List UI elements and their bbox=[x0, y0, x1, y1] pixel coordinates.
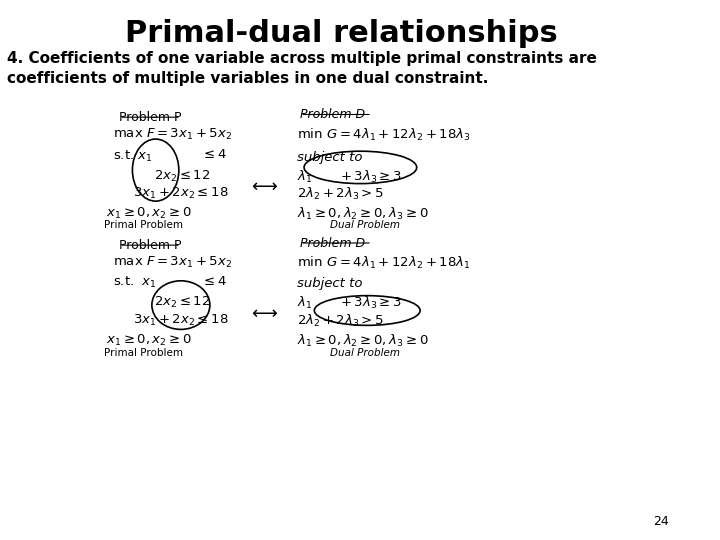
Text: $\lambda_1 \qquad + 3\lambda_3 \geq 3$: $\lambda_1 \qquad + 3\lambda_3 \geq 3$ bbox=[297, 295, 402, 312]
Text: max $F = 3x_1 + 5x_2$: max $F = 3x_1 + 5x_2$ bbox=[112, 255, 232, 270]
Text: subject to: subject to bbox=[297, 151, 362, 164]
Text: 4. Coefficients of one variable across multiple primal constraints are
coefficie: 4. Coefficients of one variable across m… bbox=[6, 51, 597, 86]
Text: $2\lambda_2 + 2\lambda_3 > 5$: $2\lambda_2 + 2\lambda_3 > 5$ bbox=[297, 186, 384, 202]
Text: Problem P: Problem P bbox=[120, 111, 182, 124]
Text: $3x_1 + 2x_2 \leq 18$: $3x_1 + 2x_2 \leq 18$ bbox=[133, 313, 229, 328]
Text: min $G = 4\lambda_1 + 12\lambda_2 + 18\lambda_3$: min $G = 4\lambda_1 + 12\lambda_2 + 18\l… bbox=[297, 127, 470, 143]
Text: $\longleftrightarrow$: $\longleftrightarrow$ bbox=[248, 177, 278, 195]
Text: Problem D: Problem D bbox=[300, 108, 366, 121]
Text: $\leq 4$: $\leq 4$ bbox=[202, 148, 228, 161]
Text: Primal Problem: Primal Problem bbox=[104, 348, 183, 359]
Text: $\lambda_1 \geq 0, \lambda_2 \geq 0, \lambda_3 \geq 0$: $\lambda_1 \geq 0, \lambda_2 \geq 0, \la… bbox=[297, 206, 428, 222]
Text: Problem D: Problem D bbox=[300, 237, 366, 249]
Text: $2x_2 \leq 12$: $2x_2 \leq 12$ bbox=[153, 168, 210, 184]
Text: $\longleftrightarrow$: $\longleftrightarrow$ bbox=[248, 304, 278, 322]
Text: Problem P: Problem P bbox=[120, 239, 182, 252]
Text: s.t.  $x_1$: s.t. $x_1$ bbox=[112, 275, 156, 291]
Text: max $F = 3x_1 + 5x_2$: max $F = 3x_1 + 5x_2$ bbox=[112, 127, 232, 142]
Text: s.t. $x_1$: s.t. $x_1$ bbox=[112, 148, 152, 164]
Text: subject to: subject to bbox=[297, 277, 362, 290]
Text: min $G = 4\lambda_1 + 12\lambda_2 + 18\lambda_1$: min $G = 4\lambda_1 + 12\lambda_2 + 18\l… bbox=[297, 255, 470, 271]
Text: $x_1 \geq 0, x_2 \geq 0$: $x_1 \geq 0, x_2 \geq 0$ bbox=[106, 333, 192, 348]
Text: $3x_1 + 2x_2 \leq 18$: $3x_1 + 2x_2 \leq 18$ bbox=[133, 186, 229, 201]
Text: $\lambda_1 \qquad + 3\lambda_3 \geq 3$: $\lambda_1 \qquad + 3\lambda_3 \geq 3$ bbox=[297, 168, 402, 185]
Text: $x_1 \geq 0, x_2 \geq 0$: $x_1 \geq 0, x_2 \geq 0$ bbox=[106, 206, 192, 221]
Text: $2\lambda_2 + 2\lambda_3 > 5$: $2\lambda_2 + 2\lambda_3 > 5$ bbox=[297, 313, 384, 329]
Text: 24: 24 bbox=[653, 515, 669, 528]
Text: $\leq 4$: $\leq 4$ bbox=[202, 275, 228, 288]
Text: $2x_2 \leq 12$: $2x_2 \leq 12$ bbox=[153, 295, 210, 310]
Text: Dual Problem: Dual Problem bbox=[330, 220, 400, 230]
Text: $\lambda_1 \geq 0, \lambda_2 \geq 0, \lambda_3 \geq 0$: $\lambda_1 \geq 0, \lambda_2 \geq 0, \la… bbox=[297, 333, 428, 349]
Text: Primal Problem: Primal Problem bbox=[104, 220, 183, 230]
Text: Dual Problem: Dual Problem bbox=[330, 348, 400, 359]
Text: Primal-dual relationships: Primal-dual relationships bbox=[125, 19, 558, 48]
